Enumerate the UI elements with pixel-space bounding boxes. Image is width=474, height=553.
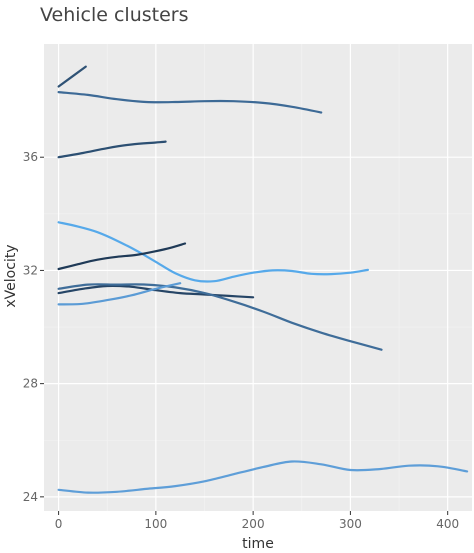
y-tick-label: 36 <box>23 150 38 164</box>
series-line-5 <box>57 242 187 271</box>
x-axis-label: time <box>242 536 274 552</box>
series-line-6 <box>57 284 255 299</box>
x-tick-label: 200 <box>242 517 265 531</box>
chart-title: Vehicle clusters <box>40 4 189 26</box>
y-tick-label: 28 <box>23 377 38 391</box>
series-line-4 <box>57 221 369 283</box>
y-axis-ticks: 24 28 32 36 <box>23 150 44 504</box>
y-axis-label: xVelocity <box>3 244 19 307</box>
plot-panel <box>44 44 472 511</box>
series-line-9 <box>57 460 469 494</box>
x-tick-label: 300 <box>339 517 362 531</box>
series-line-7 <box>57 283 383 351</box>
y-tick-label: 24 <box>23 490 38 504</box>
x-axis-ticks: 0 100 200 300 400 <box>55 511 459 531</box>
x-tick-label: 0 <box>55 517 63 531</box>
series-line-2 <box>57 91 323 114</box>
x-tick-label: 100 <box>144 517 167 531</box>
series-layer <box>57 65 469 494</box>
series-line-3 <box>57 140 167 159</box>
series-line-8 <box>57 282 182 306</box>
grid <box>44 44 472 511</box>
x-tick-label: 400 <box>436 517 459 531</box>
series-line-1 <box>57 65 87 88</box>
y-tick-label: 32 <box>23 263 38 277</box>
